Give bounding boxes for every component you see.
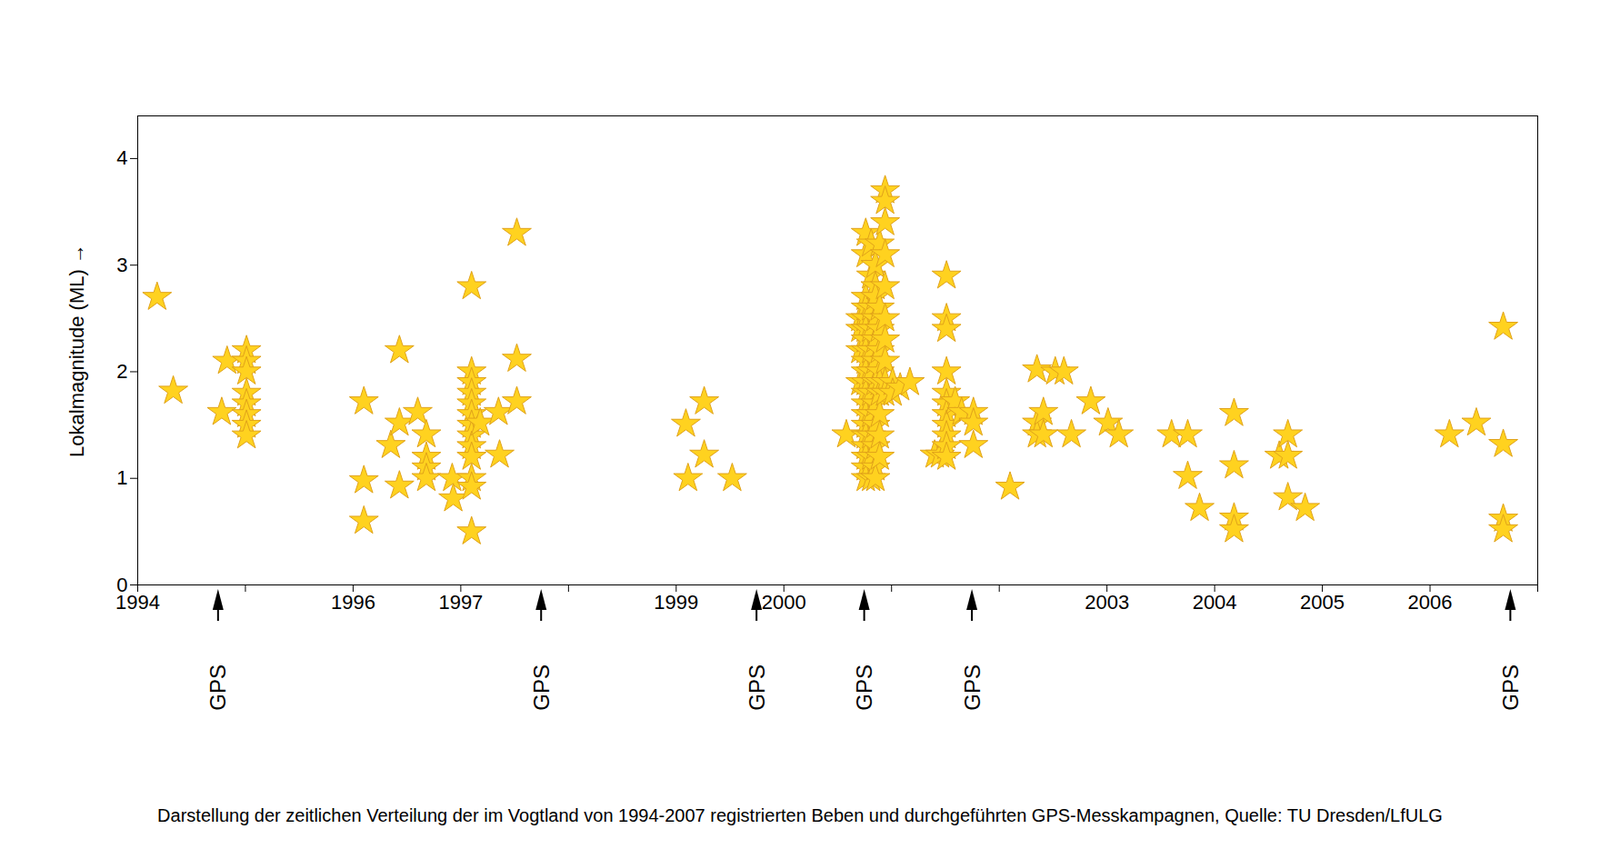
svg-text:0: 0 [116, 573, 128, 596]
svg-text:2000: 2000 [761, 590, 807, 614]
svg-text:2003: 2003 [1084, 590, 1130, 614]
svg-text:2005: 2005 [1300, 590, 1345, 614]
svg-text:1994: 1994 [115, 590, 160, 614]
svg-text:GPS: GPS [529, 664, 554, 711]
svg-text:2004: 2004 [1192, 590, 1238, 614]
svg-text:GPS: GPS [744, 664, 770, 711]
svg-text:GPS: GPS [960, 664, 985, 711]
svg-text:1996: 1996 [330, 590, 376, 614]
svg-text:GPS: GPS [205, 664, 230, 711]
svg-text:2: 2 [116, 360, 128, 383]
svg-text:1: 1 [116, 466, 128, 490]
svg-text:4: 4 [116, 146, 128, 170]
svg-text:GPS: GPS [851, 664, 877, 711]
svg-text:Lokalmagnitude (ML) →: Lokalmagnitude (ML) → [65, 243, 89, 458]
svg-text:2006: 2006 [1408, 590, 1453, 614]
svg-text:1999: 1999 [653, 590, 699, 614]
svg-text:1997: 1997 [438, 590, 483, 614]
svg-text:GPS: GPS [1498, 664, 1523, 711]
svg-text:3: 3 [116, 253, 128, 277]
html-text:Darstellung der zeitlichen Ver: Darstellung der zeitlichen Verteilung de… [157, 805, 1443, 826]
